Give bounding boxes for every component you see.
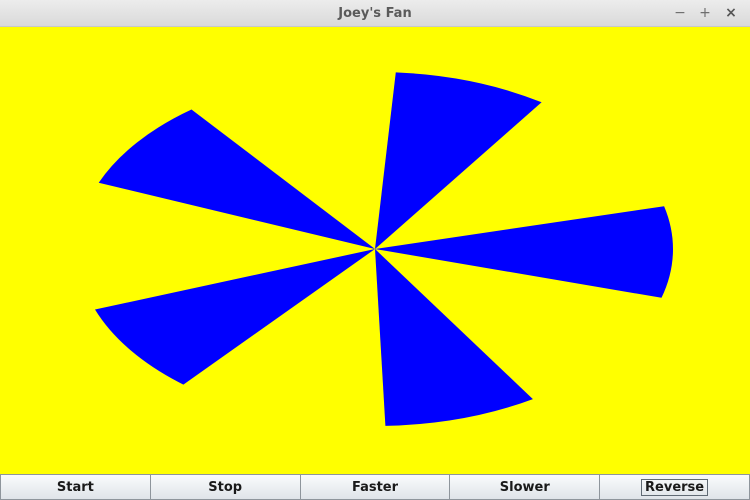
start-button[interactable]: Start xyxy=(0,474,150,500)
fan-blade xyxy=(95,249,375,385)
close-icon[interactable]: × xyxy=(725,5,737,21)
title-bar[interactable]: Joey's Fan − + × xyxy=(0,0,750,27)
slower-button[interactable]: Slower xyxy=(449,474,600,500)
fan-blade xyxy=(375,72,542,250)
reverse-button[interactable]: Reverse xyxy=(599,474,750,500)
fan-blade xyxy=(375,249,533,426)
fan-blade xyxy=(375,206,673,298)
fan-canvas xyxy=(0,27,750,474)
faster-button[interactable]: Faster xyxy=(299,474,450,500)
minimize-icon[interactable]: − xyxy=(674,5,686,21)
fan-drawing xyxy=(95,72,673,426)
window-title: Joey's Fan xyxy=(338,6,412,21)
fan-blade xyxy=(98,109,375,249)
control-button-bar: Start Stop Faster Slower Reverse xyxy=(0,474,750,500)
maximize-icon[interactable]: + xyxy=(699,5,711,21)
fan-blades xyxy=(95,72,673,426)
stop-button[interactable]: Stop xyxy=(149,474,300,500)
